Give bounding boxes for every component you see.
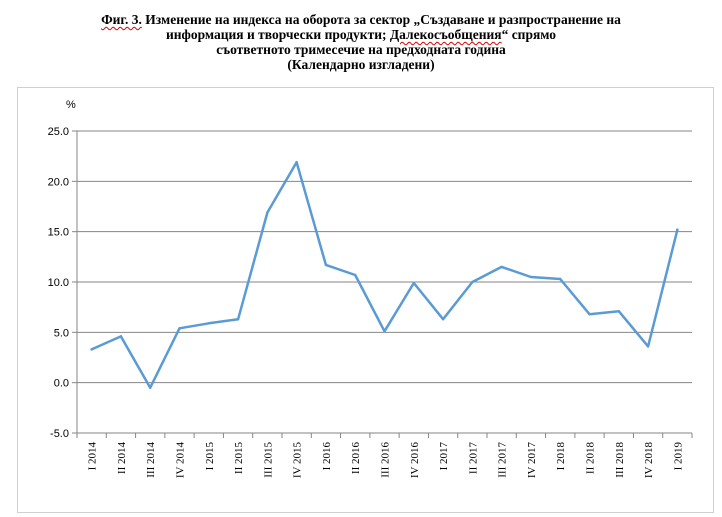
data-point bbox=[617, 309, 620, 313]
x-tick-label: III 2018 bbox=[614, 442, 626, 478]
data-point bbox=[646, 345, 650, 348]
x-tick-label: I 2019 bbox=[672, 442, 684, 471]
x-tick-label: III 2015 bbox=[262, 442, 274, 478]
x-tick-label: III 2014 bbox=[145, 442, 157, 478]
data-point bbox=[559, 277, 562, 281]
y-axis-unit: % bbox=[66, 99, 76, 111]
x-tick-label: I 2018 bbox=[555, 442, 567, 471]
x-tick-label: IV 2017 bbox=[526, 442, 538, 479]
data-point bbox=[266, 211, 269, 214]
x-tick-label: III 2017 bbox=[497, 442, 509, 478]
data-point bbox=[441, 318, 445, 321]
y-axis-ticks: 25.0 20.0 15.0 10.0 5.0 0.0 -5.0 bbox=[48, 126, 77, 440]
x-tick-label: I 2017 bbox=[438, 442, 450, 471]
data-point bbox=[90, 348, 93, 351]
x-tick-label: IV 2015 bbox=[292, 442, 304, 479]
y-tick-label: 0.0 bbox=[54, 378, 69, 390]
title-line-2-b: Далекосъобщения bbox=[389, 27, 502, 42]
x-tick-label: II 2014 bbox=[116, 442, 128, 475]
title-line-2-c: “ спрямо bbox=[501, 27, 557, 42]
y-tick-label: -5.0 bbox=[50, 428, 69, 440]
data-point bbox=[236, 318, 240, 321]
y-tick-label: 25.0 bbox=[48, 126, 69, 138]
x-tick-label: IV 2016 bbox=[409, 442, 421, 479]
x-tick-label: II 2015 bbox=[233, 442, 245, 475]
title-line-1-text: Изменение на индекса на оборота за секто… bbox=[141, 12, 621, 27]
title-line-4: (Календарно изгладени) bbox=[287, 57, 435, 72]
x-tick-label: III 2016 bbox=[380, 442, 392, 478]
data-point bbox=[471, 280, 474, 284]
y-tick-label: 15.0 bbox=[48, 227, 69, 239]
title-line-3: съответното тримесечие на предходната го… bbox=[216, 42, 506, 57]
gridlines bbox=[77, 130, 692, 384]
y-tick-label: 5.0 bbox=[54, 327, 69, 339]
data-point bbox=[324, 263, 328, 267]
data-point bbox=[412, 281, 415, 285]
x-tick-label: I 2015 bbox=[204, 442, 216, 471]
chart-title: Фиг. 3. Изменение на индекса на оборота … bbox=[0, 12, 722, 72]
series-line bbox=[90, 160, 679, 389]
data-point bbox=[354, 273, 357, 277]
data-point bbox=[119, 335, 123, 338]
title-line-1: Фиг. 3. Изменение на индекса на оборота … bbox=[0, 12, 722, 27]
series bbox=[90, 160, 679, 389]
data-point bbox=[178, 327, 181, 330]
data-point bbox=[383, 330, 386, 333]
data-point bbox=[676, 228, 679, 231]
data-point bbox=[500, 265, 503, 269]
x-tick-label: II 2017 bbox=[467, 442, 479, 475]
x-tick-label: II 2018 bbox=[585, 442, 597, 475]
data-point bbox=[295, 161, 298, 164]
x-tick-label: I 2016 bbox=[321, 442, 333, 471]
y-tick-label: 10.0 bbox=[48, 277, 69, 289]
title-fig-prefix: Фиг. 3. bbox=[101, 12, 142, 27]
data-point bbox=[529, 275, 533, 279]
x-tick-label: I 2014 bbox=[87, 442, 99, 471]
data-point bbox=[588, 313, 591, 316]
x-tick-label: II 2016 bbox=[350, 442, 362, 475]
chart-frame bbox=[17, 87, 714, 513]
x-tick-label: IV 2018 bbox=[643, 442, 655, 479]
x-axis-ticks: I 2014 II 2014 III 2014 IV 2014 I 2015 II 201… bbox=[76, 433, 693, 479]
data-point bbox=[149, 386, 152, 389]
title-line-2: информация и творчески продукти; Далекос… bbox=[0, 27, 722, 42]
data-point bbox=[207, 322, 210, 325]
title-line-2-a: информация и творчески продукти; bbox=[165, 27, 390, 42]
y-tick-label: 20.0 bbox=[48, 176, 69, 188]
x-tick-label: IV 2014 bbox=[175, 442, 187, 479]
